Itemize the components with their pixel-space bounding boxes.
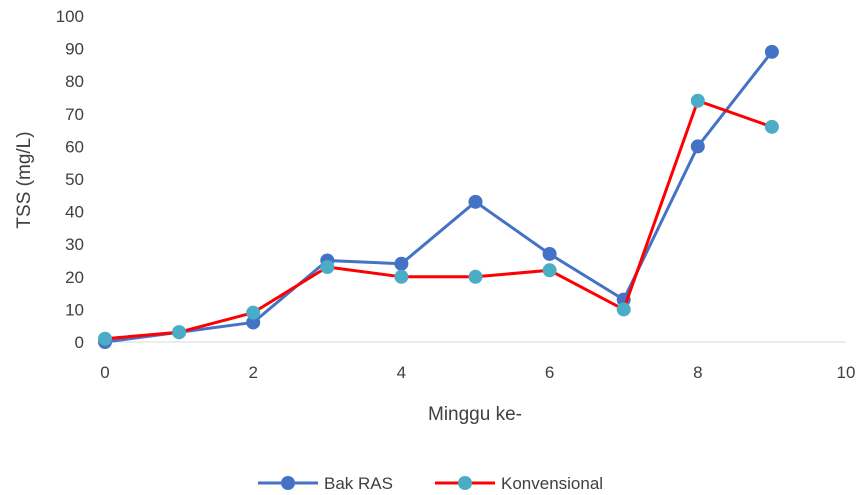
y-tick-label: 100 — [56, 7, 84, 26]
x-tick-label: 2 — [248, 363, 257, 382]
series-1 — [98, 44, 779, 349]
x-tick-label: 4 — [397, 363, 406, 382]
y-tick-label: 10 — [65, 300, 84, 319]
x-axis-title: Minggu ke- — [428, 404, 522, 425]
series-2 — [98, 93, 779, 346]
data-point — [98, 331, 112, 346]
y-tick-label: 30 — [65, 235, 84, 254]
y-axis-ticks: 0 10 20 30 40 50 60 70 80 90 100 — [56, 7, 84, 352]
legend-marker — [458, 476, 472, 490]
y-tick-label: 80 — [65, 72, 84, 91]
data-point — [320, 260, 335, 275]
series-line — [104, 99, 773, 341]
data-point — [764, 44, 779, 59]
data-point — [468, 269, 483, 284]
data-point — [764, 119, 779, 134]
series-line — [104, 50, 774, 344]
legend-item: Konvensional — [435, 474, 603, 493]
data-point — [246, 305, 261, 320]
legend-label: Bak RAS — [324, 474, 393, 493]
data-point — [616, 302, 631, 317]
y-tick-label: 90 — [65, 40, 84, 59]
data-point — [468, 194, 483, 209]
y-axis-title: TSS (mg/L) — [14, 131, 35, 228]
data-point — [542, 263, 557, 278]
legend-marker — [281, 476, 295, 490]
data-point — [690, 139, 705, 154]
data-point — [172, 325, 187, 340]
y-tick-label: 70 — [65, 105, 84, 124]
x-tick-label: 8 — [693, 363, 702, 382]
x-axis-ticks: 0 2 4 6 8 10 — [100, 363, 855, 382]
y-tick-label: 60 — [65, 137, 84, 156]
x-tick-label: 0 — [100, 363, 109, 382]
y-tick-label: 0 — [75, 333, 84, 352]
x-tick-label: 6 — [545, 363, 554, 382]
y-tick-label: 50 — [65, 170, 84, 189]
data-point — [246, 315, 261, 330]
data-point — [394, 269, 409, 284]
x-tick-label: 10 — [837, 363, 856, 382]
data-point — [394, 256, 409, 271]
legend-label: Konvensional — [501, 474, 603, 493]
y-tick-label: 40 — [65, 203, 84, 222]
y-tick-label: 20 — [65, 268, 84, 287]
legend-item: Bak RAS — [258, 474, 393, 493]
legend: Bak RAS Konvensional — [258, 474, 603, 493]
data-point — [542, 246, 557, 261]
series-layer — [98, 44, 779, 349]
data-point — [690, 93, 705, 108]
